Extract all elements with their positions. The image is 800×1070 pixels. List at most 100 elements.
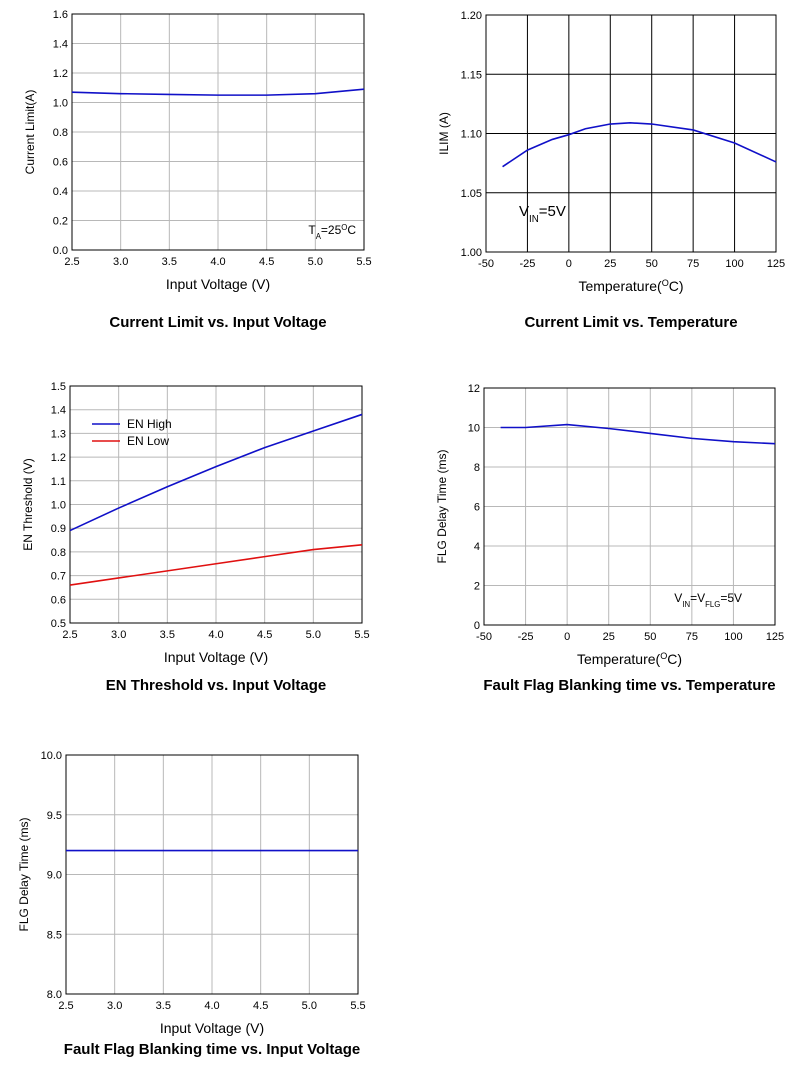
text-part: V xyxy=(519,203,529,220)
y-tick-label: 0.6 xyxy=(51,594,66,606)
y-axis-label: FLG Delay Time (ms) xyxy=(17,817,31,931)
x-tick-label: 100 xyxy=(725,258,743,270)
x-axis-label: Input Voltage (V) xyxy=(166,276,270,292)
text-part: FLG xyxy=(705,600,720,609)
y-axis-label: Current Limit(A) xyxy=(23,90,37,175)
x-tick-label: 3.5 xyxy=(156,1000,171,1012)
x-tick-label: 25 xyxy=(604,258,616,270)
x-axis-label: Temperature(OC) xyxy=(577,651,682,667)
chart-title: Fault Flag Blanking time vs. Input Volta… xyxy=(64,1041,360,1058)
x-tick-label: 2.5 xyxy=(62,629,77,641)
x-tick-label: 4.5 xyxy=(257,629,272,641)
y-tick-label: 1.3 xyxy=(51,428,66,440)
x-tick-label: 0 xyxy=(564,631,570,643)
x-tick-label: 5.0 xyxy=(308,256,323,268)
text-part: =5V xyxy=(720,591,742,605)
y-tick-label: 1.1 xyxy=(51,476,66,488)
y-axis-label: FLG Delay Time (ms) xyxy=(435,449,449,563)
y-tick-label: 0.9 xyxy=(51,523,66,535)
text-part: V xyxy=(674,591,682,605)
y-tick-label: 0.8 xyxy=(51,547,66,559)
y-tick-label: 12 xyxy=(468,383,480,395)
annotation: TA=25OC xyxy=(308,223,356,241)
y-tick-label: 10 xyxy=(468,423,480,435)
x-tick-label: 5.5 xyxy=(354,629,369,641)
series-line xyxy=(69,543,363,586)
y-tick-label: 0.2 xyxy=(53,216,68,228)
x-tick-label: 4.5 xyxy=(259,256,274,268)
chart-title: Fault Flag Blanking time vs. Temperature xyxy=(483,677,775,694)
text-part: =V xyxy=(690,591,705,605)
text-part: Temperature( xyxy=(578,278,662,294)
x-tick-label: 3.0 xyxy=(107,1000,122,1012)
y-tick-label: 8.5 xyxy=(47,929,62,941)
y-tick-label: 0 xyxy=(474,620,480,632)
y-tick-label: 4 xyxy=(474,541,480,553)
text-part: Temperature( xyxy=(577,651,661,667)
text-part: IN xyxy=(682,600,690,609)
chart-title: Current Limit vs. Input Voltage xyxy=(109,314,326,331)
y-tick-label: 8 xyxy=(474,462,480,474)
y-tick-label: 1.05 xyxy=(461,188,482,200)
x-axis-label: Input Voltage (V) xyxy=(164,649,268,665)
x-tick-label: 3.0 xyxy=(111,629,126,641)
series-line xyxy=(71,88,365,96)
y-tick-label: 1.2 xyxy=(51,452,66,464)
x-tick-label: -50 xyxy=(478,258,494,270)
x-tick-label: 25 xyxy=(603,631,615,643)
legend-label: EN Low xyxy=(127,434,169,448)
x-tick-label: 75 xyxy=(687,258,699,270)
y-tick-label: 10.0 xyxy=(41,750,62,762)
x-tick-label: 3.0 xyxy=(113,256,128,268)
text-part: =5V xyxy=(539,203,566,220)
x-tick-label: -50 xyxy=(476,631,492,643)
text-part: O xyxy=(662,278,669,288)
y-tick-label: 0.5 xyxy=(51,618,66,630)
plot-frame xyxy=(69,385,363,624)
y-tick-label: 9.5 xyxy=(47,810,62,822)
x-tick-label: 4.5 xyxy=(253,1000,268,1012)
text-part: =25 xyxy=(321,223,342,237)
chart-title: EN Threshold vs. Input Voltage xyxy=(106,677,327,694)
x-tick-label: 4.0 xyxy=(204,1000,219,1012)
plot-frame xyxy=(71,13,365,251)
x-axis-label: Input Voltage (V) xyxy=(160,1020,264,1036)
x-tick-label: 5.5 xyxy=(356,256,371,268)
y-tick-label: 1.15 xyxy=(461,69,482,81)
x-tick-label: 50 xyxy=(646,258,658,270)
y-tick-label: 0.6 xyxy=(53,157,68,169)
x-tick-label: 125 xyxy=(766,631,784,643)
text-part: O xyxy=(341,223,347,232)
y-tick-label: 0.8 xyxy=(53,127,68,139)
x-tick-label: -25 xyxy=(518,631,534,643)
text-part: C) xyxy=(669,278,684,294)
chart-title: Current Limit vs. Temperature xyxy=(524,314,737,331)
y-tick-label: 1.4 xyxy=(51,405,66,417)
text-part: IN xyxy=(529,214,539,225)
x-tick-label: 2.5 xyxy=(64,256,79,268)
text-part: T xyxy=(308,223,316,237)
y-tick-label: 1.0 xyxy=(53,98,68,110)
y-tick-label: 2 xyxy=(474,581,480,593)
x-tick-label: 75 xyxy=(686,631,698,643)
y-tick-label: 1.2 xyxy=(53,68,68,80)
series-line xyxy=(502,122,777,168)
x-tick-label: 50 xyxy=(644,631,656,643)
text-part: A xyxy=(316,232,322,241)
y-tick-label: 1.6 xyxy=(53,9,68,21)
text-part: O xyxy=(660,651,667,661)
y-axis-label: EN Threshold (V) xyxy=(21,458,35,550)
x-tick-label: 5.0 xyxy=(302,1000,317,1012)
x-tick-label: 5.5 xyxy=(350,1000,365,1012)
y-tick-label: 8.0 xyxy=(47,989,62,1001)
y-tick-label: 0.7 xyxy=(51,571,66,583)
annotation: VIN=5V xyxy=(519,203,566,225)
x-tick-label: 3.5 xyxy=(162,256,177,268)
plot-frame xyxy=(483,387,776,626)
series-line xyxy=(500,423,776,445)
y-axis-label: ILIM (A) xyxy=(437,112,451,155)
y-tick-label: 1.5 xyxy=(51,381,66,393)
series-line xyxy=(69,413,363,532)
y-tick-label: 0.4 xyxy=(53,186,68,198)
plot-frame xyxy=(65,754,359,995)
